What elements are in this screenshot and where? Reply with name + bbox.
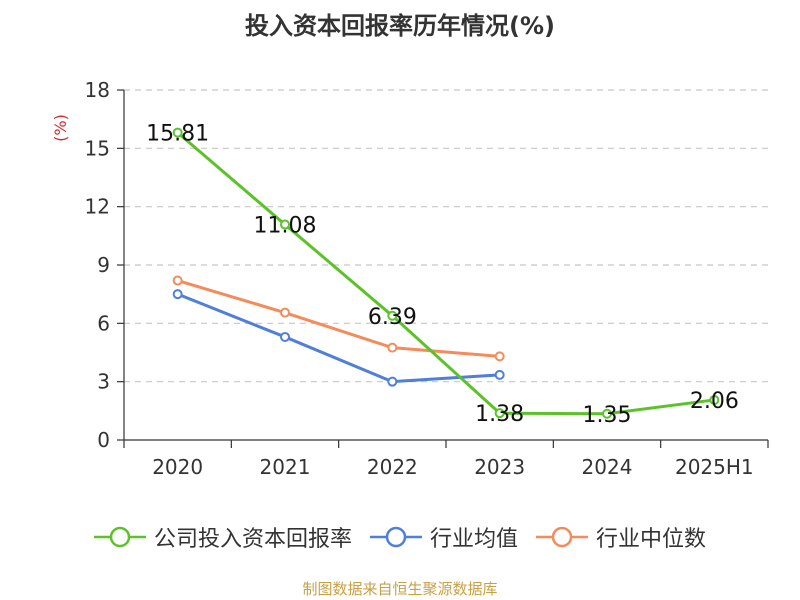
- chart-title: 投入资本回报率历年情况(%): [245, 12, 555, 40]
- data-label: 2.06: [690, 389, 739, 414]
- legend-label: 公司投入资本回报率: [153, 527, 352, 552]
- series-layer: [172, 127, 720, 419]
- legend-marker-icon: [93, 526, 146, 548]
- x-tick-label: 2024: [582, 455, 633, 479]
- x-tick-label: 2021: [260, 455, 311, 479]
- x-tick-label: 2025H1: [675, 455, 754, 479]
- y-tick-label: 3: [97, 370, 110, 394]
- data-point: [280, 331, 290, 342]
- y-tick-label: 6: [97, 311, 110, 335]
- legend-marker-icon: [369, 526, 422, 548]
- y-tick-label: 12: [85, 195, 110, 219]
- data-label-layer: 15.81 11.08 6.39 1.38 1.35 2.06: [146, 122, 739, 428]
- legend: 公司投入资本回报率 行业均值 行业中位数: [0, 520, 800, 554]
- series-line: [177, 292, 500, 384]
- y-tick-label: 18: [85, 78, 110, 102]
- data-point: [709, 394, 720, 405]
- legend-item[interactable]: 公司投入资本回报率: [93, 521, 352, 553]
- grid-layer: [124, 89, 768, 383]
- legend-item[interactable]: 行业中位数: [536, 521, 706, 553]
- series-line: [176, 131, 715, 416]
- y-axis-label: (%): [51, 114, 70, 142]
- x-tick-label: 2023: [474, 455, 525, 479]
- data-point: [280, 219, 290, 230]
- data-point: [387, 310, 398, 321]
- source-note: 制图数据来自恒生聚源数据库: [302, 580, 498, 598]
- legend-label: 行业中位数: [596, 527, 707, 552]
- data-point: [494, 408, 505, 419]
- y-tick-label: 9: [97, 253, 110, 277]
- series-line: [177, 279, 500, 358]
- data-label: 15.81: [146, 122, 209, 147]
- data-point: [172, 127, 183, 138]
- data-point: [172, 275, 183, 286]
- data-point: [602, 408, 612, 419]
- legend-label: 行业均值: [429, 527, 518, 552]
- data-point: [494, 351, 505, 362]
- data-point: [387, 376, 398, 387]
- x-tick-label: 2022: [367, 455, 418, 479]
- y-tick-label: 15: [85, 136, 110, 160]
- legend-item[interactable]: 行业均值: [369, 521, 518, 553]
- y-tick-label: 0: [97, 428, 110, 452]
- data-point: [172, 289, 183, 300]
- data-label: 11.08: [254, 214, 317, 239]
- data-label: 1.38: [475, 402, 524, 427]
- data-label: 6.39: [368, 305, 417, 330]
- data-point: [280, 307, 290, 318]
- data-point: [387, 342, 398, 353]
- data-point: [494, 369, 505, 380]
- legend-marker-icon: [536, 526, 588, 548]
- x-tick-label: 2020: [152, 455, 203, 479]
- axis-layer: 0 3 6 9 12 15 18 2020 2021 2022 2023 2024 2025H1 (%): [51, 78, 769, 479]
- data-label: 1.35: [583, 403, 632, 428]
